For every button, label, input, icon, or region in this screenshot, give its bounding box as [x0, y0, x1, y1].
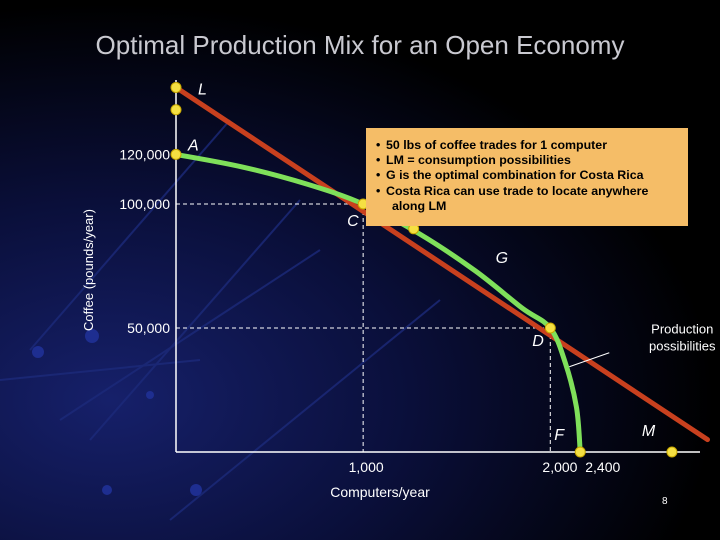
point-m	[666, 446, 678, 458]
y-axis-label: Coffee (pounds/year)	[81, 209, 96, 331]
annotation-line: Production	[651, 322, 713, 337]
point-label-d: D	[532, 333, 544, 350]
x-tick-label: 1,000	[349, 459, 384, 475]
point-d	[544, 322, 556, 334]
point-label-a: A	[187, 137, 199, 154]
annotation-leader	[569, 352, 610, 368]
note-bullet: LM = consumption possibilities	[376, 153, 682, 168]
note-bullet: G is the optimal combination for Costa R…	[376, 168, 682, 183]
page-number: 8	[662, 496, 668, 507]
point-label-c: C	[347, 213, 359, 230]
annotation-production-possibilities: Production possibilities	[649, 322, 716, 354]
note-bullet: 50 lbs of coffee trades for 1 computer	[376, 138, 682, 153]
point-f	[574, 446, 586, 458]
point-unlabeled	[170, 104, 182, 116]
x-tick-label: 2,000 2,400	[542, 459, 620, 475]
x-axis-label: Computers/year	[330, 484, 430, 500]
y-tick-label: 50,000	[127, 320, 170, 336]
series-production-possibilities	[173, 151, 583, 455]
note-box: 50 lbs of coffee trades for 1 computer L…	[366, 128, 688, 226]
point-l	[170, 81, 182, 93]
point-label-f: F	[554, 427, 565, 444]
note-bullet: along LM	[392, 198, 447, 213]
point-label-g: G	[496, 250, 508, 267]
y-tick-label: 100,000	[119, 196, 170, 212]
note-bullet: Costa Rica can use trade to locate anywh…	[376, 184, 682, 199]
point-label-l: L	[198, 81, 207, 98]
annotation-line: possibilities	[649, 339, 716, 354]
point-label-m: M	[642, 423, 656, 440]
y-tick-label: 120,000	[119, 146, 170, 162]
point-a	[170, 148, 182, 160]
slide-title: Optimal Production Mix for an Open Econo…	[95, 30, 625, 60]
series-trade-line	[173, 84, 710, 443]
